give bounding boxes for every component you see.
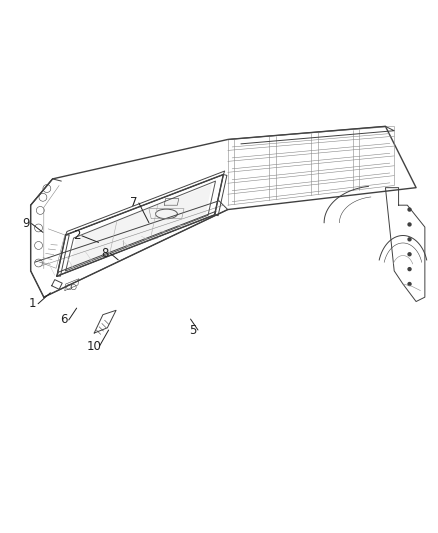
Text: 10: 10 xyxy=(87,340,102,353)
Text: 7: 7 xyxy=(130,197,138,209)
Circle shape xyxy=(407,252,412,256)
Text: 5: 5 xyxy=(189,324,196,336)
Text: 1: 1 xyxy=(29,297,37,310)
Text: 8: 8 xyxy=(102,247,109,260)
Polygon shape xyxy=(69,184,212,268)
Circle shape xyxy=(407,267,412,271)
Text: 6: 6 xyxy=(60,313,67,326)
Circle shape xyxy=(407,237,412,241)
Circle shape xyxy=(407,207,412,212)
Circle shape xyxy=(407,222,412,227)
Text: 9: 9 xyxy=(22,217,30,230)
Circle shape xyxy=(407,282,412,286)
Text: 2: 2 xyxy=(73,229,81,243)
